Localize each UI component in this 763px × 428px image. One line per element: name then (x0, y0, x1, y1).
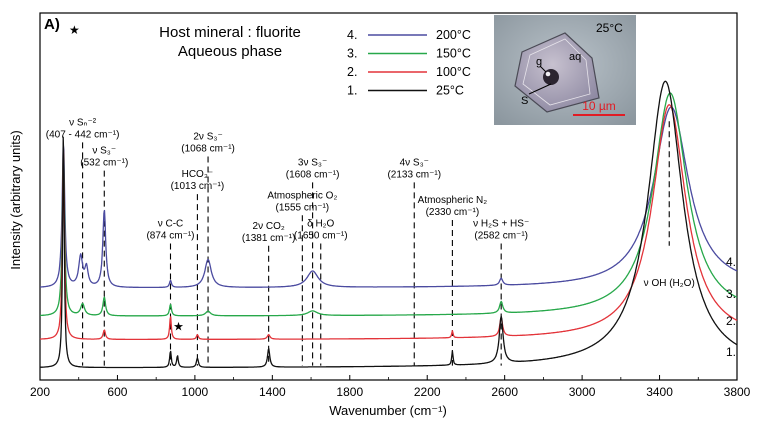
annotation-label: ν C-C (158, 218, 184, 229)
annotation-label: 3ν S₃⁻ (298, 157, 327, 168)
annotation-label: 2ν CO₂ (253, 221, 285, 232)
inset-label-aq: aq (569, 51, 581, 63)
inset-label-s: S (521, 95, 528, 107)
legend-number: 1. (347, 84, 357, 98)
annotation-label: 4ν S₃⁻ (400, 157, 429, 168)
x-tick-label: 3800 (724, 385, 751, 399)
annotation-label: 2ν S₃⁻ (193, 132, 222, 143)
x-tick-label: 600 (107, 385, 127, 399)
annotation-label: (1608 cm⁻¹) (286, 169, 340, 180)
panel-label: A) (44, 16, 60, 33)
series-line (39, 80, 738, 369)
chart-header-line2: Aqueous phase (178, 43, 282, 60)
inset-temperature: 25°C (596, 21, 623, 35)
chart-header-line1: Host mineral : fluorite (159, 24, 301, 41)
annotation-layer: ν Sₙ⁻²(407 - 442 cm⁻¹) ν S₃⁻(532 cm⁻¹) ν C… (46, 117, 695, 366)
x-tick-label: 2200 (414, 385, 441, 399)
legend-number: 4. (347, 28, 357, 42)
legend-label: 25°C (436, 84, 464, 98)
annotation-label: (1381 cm⁻¹) (242, 233, 296, 244)
series-line (39, 104, 738, 341)
x-tick-label: 1400 (259, 385, 286, 399)
annotation-label: (532 cm⁻¹) (80, 158, 128, 169)
annotation-label: Atmospheric N₂ (418, 195, 488, 206)
x-tick-label: 2600 (491, 385, 518, 399)
curve-label: 3. (726, 287, 736, 301)
pointer-g (539, 65, 547, 73)
curve-label: 1. (726, 345, 736, 359)
annotation-label: ν S₃⁻ (92, 146, 116, 157)
annotation-label: (2133 cm⁻¹) (387, 169, 441, 180)
annotation-label: (2582 cm⁻¹) (474, 230, 528, 241)
legend-label: 200°C (436, 28, 471, 42)
annotation-label: HCO₃⁻ (182, 169, 214, 180)
annotation-label: (407 - 442 cm⁻¹) (46, 129, 120, 140)
annotation-label: (2330 cm⁻¹) (426, 207, 480, 218)
micrograph-inset: g aq S 25°C 10 µm (494, 15, 636, 125)
annotation-label: (1013 cm⁻¹) (171, 181, 225, 192)
x-tick-label: 3400 (646, 385, 673, 399)
legend-label: 150°C (436, 47, 471, 61)
x-tick-label: 1800 (336, 385, 363, 399)
x-tick-label: 200 (30, 385, 50, 399)
series-layer: ★ ★ 4. 3. 2. 1. (39, 23, 738, 369)
axes-layer: 200 600 1000 1400 1800 2200 2600 3000 3400 3800 (30, 375, 751, 399)
annotation-label: ν H₂S + HS⁻ (473, 218, 529, 229)
series-line (39, 92, 738, 317)
series-line (39, 106, 738, 289)
inset-label-g: g (536, 56, 542, 68)
annotation-label: (1650 cm⁻¹) (294, 230, 348, 241)
star-marker: ★ (69, 23, 80, 37)
crystal-rim (522, 38, 591, 106)
annotation-label: (1555 cm⁻¹) (276, 202, 330, 213)
legend-label: 100°C (436, 65, 471, 79)
x-tick-label: 1000 (182, 385, 209, 399)
scale-bar-label: 10 µm (582, 99, 616, 113)
x-axis-label: Wavenumber (cm⁻¹) (329, 403, 447, 418)
curve-label: 2. (726, 314, 736, 328)
curve-label: 4. (726, 255, 736, 269)
bubble-highlight (545, 71, 551, 77)
annotation-label: (874 cm⁻¹) (146, 230, 194, 241)
annotation-label: δ H₂O (307, 218, 334, 229)
legend-number: 2. (347, 65, 357, 79)
y-axis-label: Intensity (arbitrary units) (8, 130, 23, 269)
legend-number: 3. (347, 47, 357, 61)
x-tick-label: 3000 (569, 385, 596, 399)
star-marker: ★ (173, 319, 184, 333)
legend: 4. 200°C 3. 150°C 2. 100°C 1. 25°C (347, 28, 471, 98)
pointer-s (528, 83, 552, 95)
annotation-label: Atmospheric O₂ (267, 190, 337, 201)
annotation-label: ν Sₙ⁻² (69, 117, 97, 128)
annotation-label: (1068 cm⁻¹) (181, 144, 235, 155)
annotation-label: ν OH (H₂O) (644, 278, 695, 289)
